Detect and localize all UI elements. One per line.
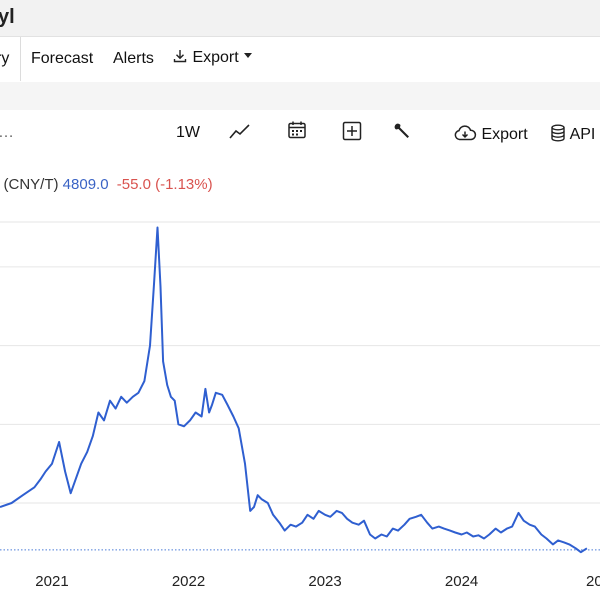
- x-tick-label-2021: 2021: [35, 573, 68, 590]
- series-line-1: [0, 226, 588, 554]
- page-title: yl: [0, 6, 15, 28]
- toolbar-ellipsis[interactable]: …: [0, 124, 14, 142]
- nav-bar: ry Forecast Alerts Export: [0, 36, 600, 84]
- line-chart-icon[interactable]: [229, 121, 251, 141]
- database-icon: [551, 124, 565, 142]
- x-tick-label-2022: 2022: [172, 573, 205, 590]
- download-icon: [173, 50, 187, 63]
- cloud-download-icon: [454, 125, 477, 141]
- x-tick-label-202: 202: [586, 573, 600, 590]
- x-tick-label-2023: 2023: [308, 573, 341, 590]
- nav-export-label: Export: [192, 49, 239, 66]
- api-button[interactable]: API: [550, 124, 595, 144]
- legend-last-value: 4809.0: [62, 176, 109, 193]
- add-box-icon[interactable]: [342, 121, 362, 141]
- calendar-icon[interactable]: [287, 120, 307, 140]
- title-bar: yl: [0, 0, 600, 36]
- chart-panel: [0, 110, 600, 600]
- chart-legend: l (CNY/T) 4809.0 -55.0 (-1.13%): [0, 176, 213, 193]
- price-chart[interactable]: 2021 2022 2023 2024 202: [0, 200, 600, 600]
- range-1w-button[interactable]: 1W: [176, 124, 200, 141]
- section-gap: [0, 82, 600, 110]
- nav-item-forecast[interactable]: Forecast: [31, 50, 94, 67]
- caret-down-icon: [244, 53, 253, 58]
- wrench-icon[interactable]: [392, 121, 412, 141]
- export-chart-label: Export: [481, 126, 528, 143]
- api-label: API: [569, 126, 596, 143]
- export-chart-button[interactable]: Export: [453, 124, 528, 144]
- nav-item-export[interactable]: Export: [172, 48, 253, 67]
- nav-tab-partial[interactable]: [0, 37, 21, 81]
- nav-item-alerts[interactable]: Alerts: [113, 50, 154, 67]
- nav-item-history[interactable]: ry: [0, 50, 10, 67]
- x-tick-label-2024: 2024: [445, 573, 478, 590]
- legend-change: -55.0 (-1.13%): [116, 176, 213, 193]
- legend-series-name: l (CNY/T): [0, 176, 59, 193]
